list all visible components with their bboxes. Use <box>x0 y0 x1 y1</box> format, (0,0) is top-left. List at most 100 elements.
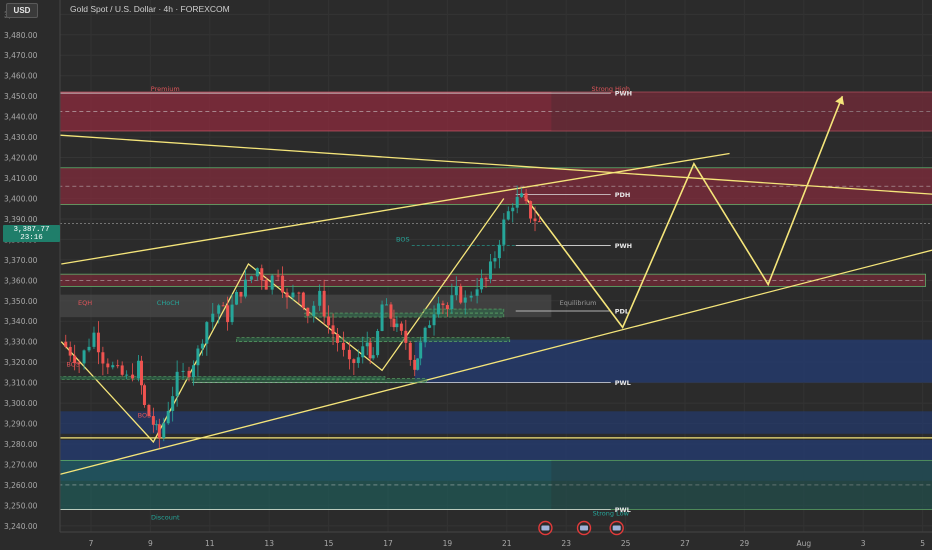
x-tick-label: 19 <box>443 539 453 548</box>
candle-body <box>408 342 412 360</box>
annotation-label: BOS <box>396 235 410 243</box>
x-tick-label: 13 <box>264 539 274 548</box>
y-tick-label: 3,400.00 <box>4 194 38 203</box>
candle-body <box>436 303 440 315</box>
candle-body <box>368 342 372 359</box>
candle-body <box>336 334 340 343</box>
swing-path <box>60 198 505 444</box>
candle-body <box>506 211 510 220</box>
level-label: PWL <box>615 506 631 514</box>
candle-body <box>270 275 274 290</box>
annotation-label: Strong Low <box>593 510 630 518</box>
y-tick-label: 3,300.00 <box>4 399 38 408</box>
candle-body <box>341 342 345 350</box>
candle-body <box>92 332 96 347</box>
x-tick-label: 21 <box>502 539 512 548</box>
y-tick-label: 3,470.00 <box>4 51 38 60</box>
candles-layer <box>64 185 541 449</box>
y-tick-label: 3,440.00 <box>4 113 38 122</box>
candle-body <box>432 314 436 326</box>
levels-layer: PWH PDH PWH PDL PWL PWL <box>58 90 932 514</box>
candle-body <box>399 323 403 331</box>
x-tick-label: 29 <box>740 539 750 548</box>
y-tick-label: 3,420.00 <box>4 154 38 163</box>
y-tick-label: 3,340.00 <box>4 317 38 326</box>
candle-body <box>413 359 417 370</box>
y-tick-label: 3,280.00 <box>4 440 38 449</box>
candle-body <box>327 316 331 326</box>
candle-body <box>484 278 488 280</box>
candle-body <box>380 304 384 331</box>
candle-body <box>469 295 473 298</box>
candle-body <box>200 343 204 349</box>
candle-body <box>96 332 100 353</box>
y-tick-label: 3,360.00 <box>4 276 38 285</box>
y-axis: 3,490.003,480.003,470.003,460.003,450.00… <box>0 0 61 550</box>
y-tick-label: 3,320.00 <box>4 358 38 367</box>
candle-body <box>111 365 115 368</box>
candle-body <box>392 318 396 328</box>
candle-body <box>196 348 200 366</box>
candle-body <box>82 350 86 364</box>
y-tick-label: 3,460.00 <box>4 72 38 81</box>
current-price-badge: 3,387.77 23:16 <box>3 225 60 242</box>
symbol-title: Gold Spot / U.S. Dollar · 4h · FOREXCOM <box>70 4 230 14</box>
candle-body <box>264 280 268 290</box>
x-tick-label: 17 <box>383 539 393 548</box>
candle-body <box>260 268 264 281</box>
order-block <box>423 308 505 314</box>
bar-countdown: 23:16 <box>20 233 43 242</box>
zone-blue-2 <box>58 411 932 434</box>
candle-body <box>221 305 225 307</box>
order-block <box>304 312 505 318</box>
currency-button[interactable]: USD <box>6 3 38 18</box>
candle-body <box>331 325 335 335</box>
x-tick-label: 23 <box>561 539 571 548</box>
candle-body <box>68 346 72 356</box>
candle-body <box>445 305 449 310</box>
candle-body <box>404 330 408 343</box>
candle-body <box>419 342 423 359</box>
candle-body <box>361 346 365 358</box>
flag-icon <box>580 525 589 531</box>
candle-body <box>137 360 141 379</box>
y-tick-label: 3,390.00 <box>4 215 38 224</box>
candle-body <box>291 292 295 298</box>
candle-body <box>87 346 91 351</box>
annotation-label: Premium <box>151 85 180 93</box>
annotation-label: BOS <box>66 360 80 368</box>
annotation-label: BOS <box>138 411 152 419</box>
candle-body <box>352 359 356 364</box>
candle-body <box>537 221 541 223</box>
current-price-value: 3,387.77 <box>13 225 50 234</box>
zone-blue-1 <box>414 339 932 383</box>
candle-body <box>297 292 301 294</box>
candle-body <box>454 286 458 296</box>
candle-body <box>389 304 393 319</box>
y-tick-label: 3,310.00 <box>4 379 38 388</box>
candle-body <box>226 305 230 323</box>
candle-body <box>139 360 143 386</box>
annotation-label: Equilibrium <box>560 299 597 307</box>
candle-body <box>475 289 479 296</box>
candle-body <box>187 370 191 378</box>
candle-body <box>395 323 399 328</box>
candle-body <box>191 365 195 378</box>
candle-body <box>255 268 259 277</box>
candle-body <box>502 219 506 245</box>
candle-body <box>306 307 310 316</box>
y-tick-label: 3,240.00 <box>4 522 38 531</box>
trendline <box>61 152 730 265</box>
events-layer <box>538 520 624 536</box>
level-label: PWH <box>615 242 632 250</box>
y-tick-label: 3,290.00 <box>4 420 38 429</box>
x-tick-label: 9 <box>148 539 153 548</box>
annotation-label: CHoCH <box>157 299 180 307</box>
y-tick-label: 3,370.00 <box>4 256 38 265</box>
candle-body <box>157 424 161 438</box>
annotation-label: Strong High <box>592 85 630 93</box>
projection-arrowhead <box>835 96 845 106</box>
annotation-label: EQH <box>78 299 92 307</box>
candle-body <box>459 286 463 303</box>
